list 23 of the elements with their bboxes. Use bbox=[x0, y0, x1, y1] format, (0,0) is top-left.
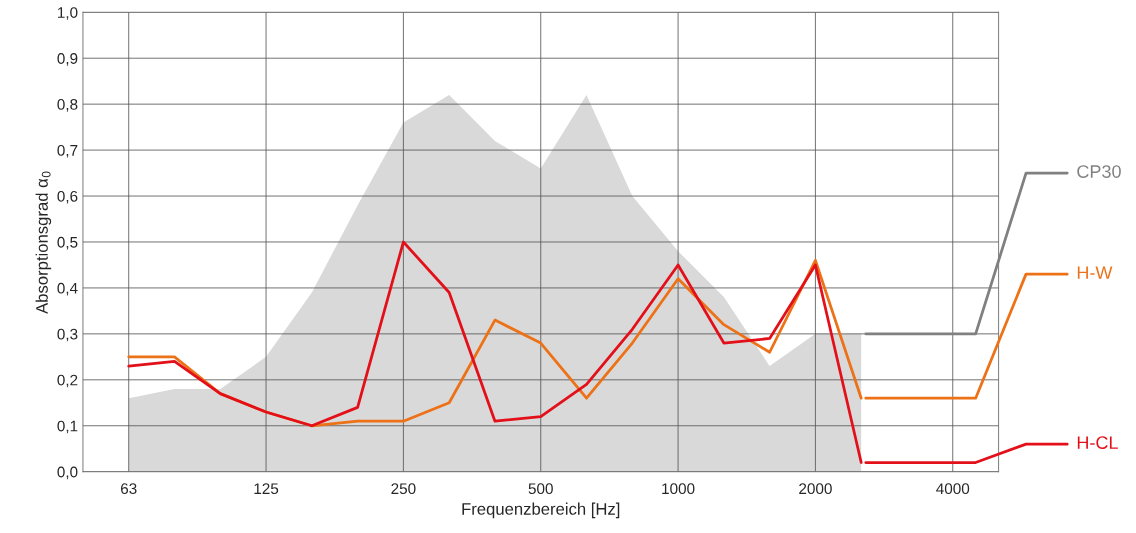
text: H-CL bbox=[1077, 436, 1118, 449]
y-tick-label: 0,2 bbox=[57, 374, 78, 388]
y-tick-label: 0,5 bbox=[57, 236, 78, 250]
y-tick-label: 0,9 bbox=[57, 53, 78, 66]
y-tick-label: 1,0 bbox=[58, 7, 78, 20]
y-tick-label: 0,8 bbox=[57, 99, 78, 112]
y-tick-label: 0,1 bbox=[57, 420, 78, 434]
y-tick-label: 0,0 bbox=[57, 466, 78, 480]
y-tick-label: 0,3 bbox=[57, 328, 78, 342]
x-tick-label: 125 bbox=[254, 483, 279, 495]
x-tick-label: 1000 bbox=[662, 483, 695, 495]
y-tick-label: 0,7 bbox=[57, 144, 78, 158]
x-tick-label: 2000 bbox=[799, 483, 832, 495]
x-tick-label: 500 bbox=[528, 483, 553, 495]
x-axis-title: Frequenzbereich [Hz] bbox=[462, 502, 620, 519]
y-tick-label: 0,6 bbox=[57, 190, 78, 204]
y-tick-label: 0,4 bbox=[57, 282, 78, 296]
text: CP30 bbox=[1077, 165, 1121, 178]
x-tick-label: 250 bbox=[391, 483, 416, 495]
x-tick-label: 63 bbox=[120, 483, 137, 495]
y-axis-title: Absorptionsgrad α$_{0}$ bbox=[35, 171, 52, 314]
x-tick-label: 4000 bbox=[936, 483, 970, 495]
text: H-W bbox=[1077, 266, 1113, 279]
